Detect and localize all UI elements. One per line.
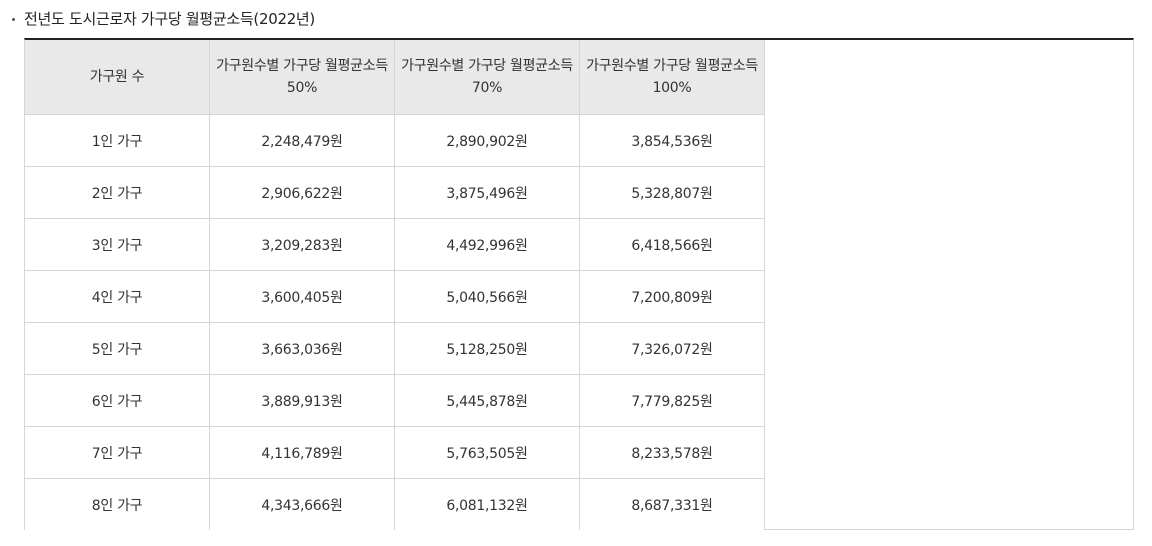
table-row: 8인 가구 4,343,666원 6,081,132원 8,687,331원 xyxy=(25,478,765,530)
income-70-cell: 5,040,566원 xyxy=(394,270,580,323)
income-50-cell: 4,116,789원 xyxy=(209,426,395,479)
income-70-cell: 6,081,132원 xyxy=(394,478,580,530)
household-size-cell: 3인 가구 xyxy=(25,218,210,271)
income-70-cell: 4,492,996원 xyxy=(394,218,580,271)
income-70-cell: 3,875,496원 xyxy=(394,166,580,219)
income-100-cell: 5,328,807원 xyxy=(579,166,765,219)
table-header-row: 가구원 수 가구원수별 가구당 월평균소득 50% 가구원수별 가구당 월평균소… xyxy=(25,40,765,115)
table-row: 6인 가구 3,889,913원 5,445,878원 7,779,825원 xyxy=(25,374,765,427)
income-50-cell: 2,248,479원 xyxy=(209,114,395,167)
header-income-100: 가구원수별 가구당 월평균소득 100% xyxy=(579,40,765,115)
income-50-cell: 4,343,666원 xyxy=(209,478,395,530)
table-row: 4인 가구 3,600,405원 5,040,566원 7,200,809원 xyxy=(25,270,765,323)
header-income-50: 가구원수별 가구당 월평균소득 50% xyxy=(209,40,395,115)
header-household-size: 가구원 수 xyxy=(25,40,210,115)
income-50-cell: 3,889,913원 xyxy=(209,374,395,427)
household-size-cell: 5인 가구 xyxy=(25,322,210,375)
income-50-cell: 3,663,036원 xyxy=(209,322,395,375)
section-heading: 전년도 도시근로자 가구당 월평균소득(2022년) xyxy=(12,6,315,30)
bullet-icon xyxy=(12,17,15,21)
table-row: 5인 가구 3,663,036원 5,128,250원 7,326,072원 xyxy=(25,322,765,375)
income-50-cell: 3,209,283원 xyxy=(209,218,395,271)
header-income-70: 가구원수별 가구당 월평균소득 70% xyxy=(394,40,580,115)
income-50-cell: 3,600,405원 xyxy=(209,270,395,323)
income-70-cell: 5,128,250원 xyxy=(394,322,580,375)
household-size-cell: 7인 가구 xyxy=(25,426,210,479)
table-row: 7인 가구 4,116,789원 5,763,505원 8,233,578원 xyxy=(25,426,765,479)
table-row: 1인 가구 2,248,479원 2,890,902원 3,854,536원 xyxy=(25,114,765,167)
section-title-text: 전년도 도시근로자 가구당 월평균소득(2022년) xyxy=(24,9,315,28)
income-50-cell: 2,906,622원 xyxy=(209,166,395,219)
income-100-cell: 3,854,536원 xyxy=(579,114,765,167)
income-table: 가구원 수 가구원수별 가구당 월평균소득 50% 가구원수별 가구당 월평균소… xyxy=(25,40,765,530)
income-100-cell: 7,200,809원 xyxy=(579,270,765,323)
household-size-cell: 6인 가구 xyxy=(25,374,210,427)
income-100-cell: 7,326,072원 xyxy=(579,322,765,375)
household-size-cell: 4인 가구 xyxy=(25,270,210,323)
household-size-cell: 2인 가구 xyxy=(25,166,210,219)
income-100-cell: 8,233,578원 xyxy=(579,426,765,479)
table-row: 2인 가구 2,906,622원 3,875,496원 5,328,807원 xyxy=(25,166,765,219)
table-row: 3인 가구 3,209,283원 4,492,996원 6,418,566원 xyxy=(25,218,765,271)
income-70-cell: 5,445,878원 xyxy=(394,374,580,427)
income-100-cell: 7,779,825원 xyxy=(579,374,765,427)
income-70-cell: 2,890,902원 xyxy=(394,114,580,167)
household-size-cell: 1인 가구 xyxy=(25,114,210,167)
income-table-container: 가구원 수 가구원수별 가구당 월평균소득 50% 가구원수별 가구당 월평균소… xyxy=(24,38,1134,530)
income-100-cell: 8,687,331원 xyxy=(579,478,765,530)
household-size-cell: 8인 가구 xyxy=(25,478,210,530)
income-100-cell: 6,418,566원 xyxy=(579,218,765,271)
income-70-cell: 5,763,505원 xyxy=(394,426,580,479)
